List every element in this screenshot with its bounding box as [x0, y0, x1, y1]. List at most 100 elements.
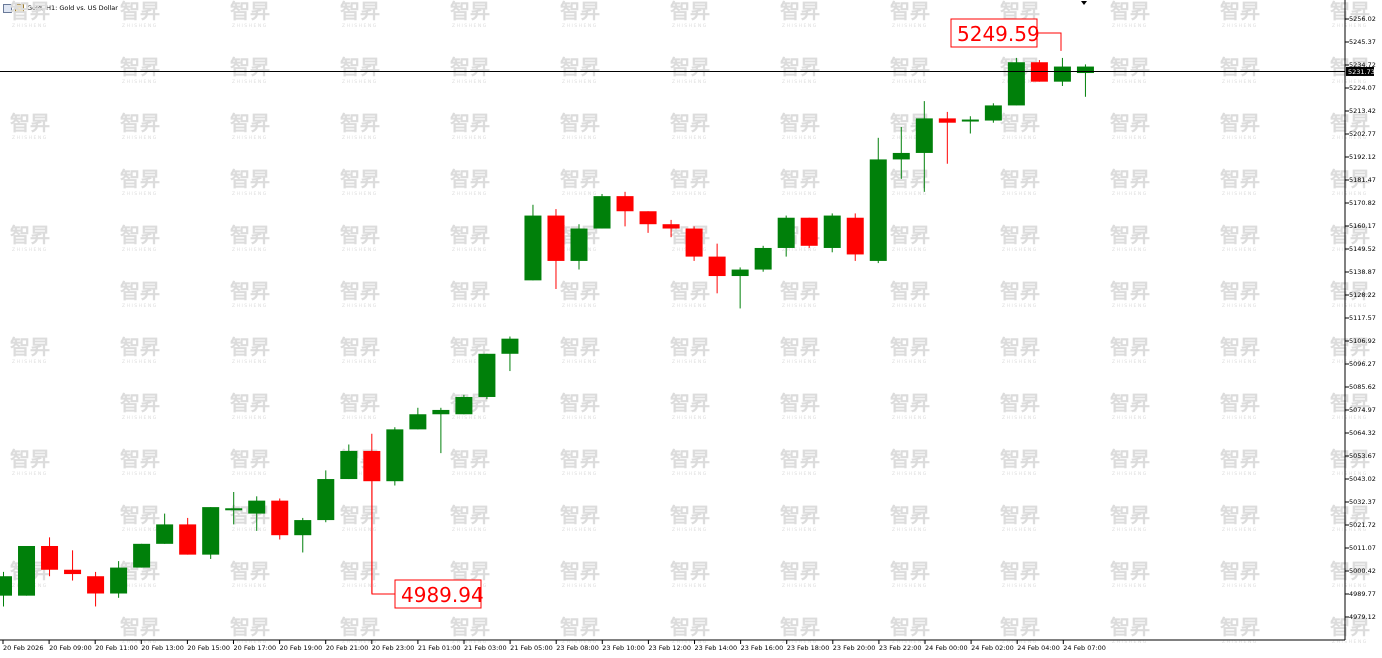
candle[interactable]: [961, 116, 979, 134]
annotation-label: 5249.59: [957, 22, 1040, 46]
candle[interactable]: [294, 517, 312, 553]
candle[interactable]: [41, 537, 59, 577]
watermark-subtext: ZHISHENG: [562, 639, 598, 645]
watermark-subtext: ZHISHENG: [12, 471, 48, 477]
candle[interactable]: [754, 245, 772, 272]
y-axis-label: 5043.02: [1349, 475, 1376, 483]
candle[interactable]: [731, 267, 749, 309]
watermark-text: 智昇: [560, 391, 600, 415]
watermark-subtext: ZHISHENG: [892, 303, 928, 309]
candle[interactable]: [133, 543, 151, 568]
candle[interactable]: [570, 224, 588, 270]
watermark-subtext: ZHISHENG: [452, 303, 488, 309]
candle[interactable]: [501, 336, 519, 372]
watermark-text: 智昇: [1220, 111, 1260, 135]
candle[interactable]: [547, 209, 565, 289]
y-axis-label: 5234.72: [1349, 61, 1376, 69]
candle[interactable]: [455, 394, 473, 415]
candle[interactable]: [225, 492, 243, 525]
y-axis-label: 5128.22: [1349, 291, 1376, 299]
candle-body: [892, 152, 910, 160]
watermark-subtext: ZHISHENG: [562, 79, 598, 85]
watermark-subtext: ZHISHENG: [342, 135, 378, 141]
candle[interactable]: [777, 215, 795, 257]
candle[interactable]: [409, 407, 427, 430]
watermark-subtext: ZHISHENG: [122, 415, 158, 421]
watermark-subtext: ZHISHENG: [1112, 359, 1148, 365]
candle[interactable]: [87, 571, 105, 607]
watermark-text: 智昇: [780, 55, 820, 79]
candle-body: [64, 569, 82, 575]
candle[interactable]: [18, 545, 36, 596]
chart-shift-marker-icon[interactable]: [1081, 1, 1087, 5]
watermark-subtext: ZHISHENG: [12, 135, 48, 141]
watermark-subtext: ZHISHENG: [1332, 247, 1368, 253]
candle-body: [570, 228, 588, 261]
candle[interactable]: [938, 111, 956, 164]
y-axis-label: 4989.77: [1349, 590, 1376, 598]
candle-body: [133, 543, 151, 568]
watermark-subtext: ZHISHENG: [452, 191, 488, 197]
watermark-text: 智昇: [560, 335, 600, 359]
candle-body: [915, 118, 933, 153]
watermark-subtext: ZHISHENG: [672, 191, 708, 197]
candle-body: [179, 524, 197, 555]
candle-body: [938, 118, 956, 123]
candle[interactable]: [1007, 57, 1025, 106]
candle[interactable]: [317, 470, 335, 523]
watermark-subtext: ZHISHENG: [342, 23, 378, 29]
candle[interactable]: [662, 219, 680, 238]
chart-type-icon[interactable]: [15, 3, 24, 13]
price-axis[interactable]: 5256.02 5245.37 5234.72 5224.07 5213.42 5202.…: [1345, 15, 1376, 621]
watermark-subtext: ZHISHENG: [1222, 415, 1258, 421]
window-icon[interactable]: [3, 3, 12, 13]
y-axis-label: 5170.82: [1349, 199, 1376, 207]
watermark-subtext: ZHISHENG: [892, 191, 928, 197]
candle[interactable]: [869, 137, 887, 264]
watermark-subtext: ZHISHENG: [562, 135, 598, 141]
candle[interactable]: [432, 407, 450, 454]
watermark-subtext: ZHISHENG: [1002, 527, 1038, 533]
candle[interactable]: [892, 127, 910, 179]
candle[interactable]: [0, 571, 12, 607]
watermark-subtext: ZHISHENG: [232, 471, 268, 477]
candle[interactable]: [846, 213, 864, 261]
watermark-subtext: ZHISHENG: [12, 247, 48, 253]
y-axis-label: 5192.12: [1349, 153, 1376, 161]
candle[interactable]: [478, 353, 496, 400]
candle[interactable]: [800, 217, 818, 248]
candle[interactable]: [524, 204, 542, 281]
candle[interactable]: [823, 213, 841, 253]
candle[interactable]: [271, 498, 289, 540]
y-axis-label: 5245.37: [1349, 38, 1376, 46]
x-axis-label: 20 Feb 23:00: [372, 644, 415, 652]
candle[interactable]: [248, 496, 266, 531]
watermark-subtext: ZHISHENG: [122, 471, 158, 477]
candle[interactable]: [616, 191, 634, 227]
watermark-text: 智昇: [670, 447, 710, 471]
time-axis[interactable]: 20 Feb 2026 20 Feb 09:00 20 Feb 11:00 20 Fe…: [2, 640, 1106, 652]
candle[interactable]: [386, 427, 404, 486]
candle[interactable]: [110, 561, 128, 598]
candle[interactable]: [685, 226, 703, 261]
watermark-subtext: ZHISHENG: [1222, 583, 1258, 589]
candle[interactable]: [1030, 60, 1048, 82]
y-axis-label: 5224.07: [1349, 84, 1376, 92]
watermark-subtext: ZHISHENG: [782, 471, 818, 477]
watermark-text: 智昇: [1330, 223, 1370, 247]
watermark-subtext: ZHISHENG: [672, 471, 708, 477]
candle[interactable]: [984, 103, 1002, 123]
candle[interactable]: [202, 507, 220, 559]
candle[interactable]: [593, 193, 611, 229]
watermark-subtext: ZHISHENG: [122, 583, 158, 589]
candle[interactable]: [340, 444, 358, 480]
candle[interactable]: [179, 517, 197, 555]
candle[interactable]: [156, 513, 174, 544]
candle[interactable]: [64, 550, 82, 581]
candle[interactable]: [915, 101, 933, 192]
candle[interactable]: [708, 243, 726, 294]
candle-body: [823, 215, 841, 248]
candle[interactable]: [1076, 64, 1094, 97]
candle[interactable]: [639, 211, 657, 233]
